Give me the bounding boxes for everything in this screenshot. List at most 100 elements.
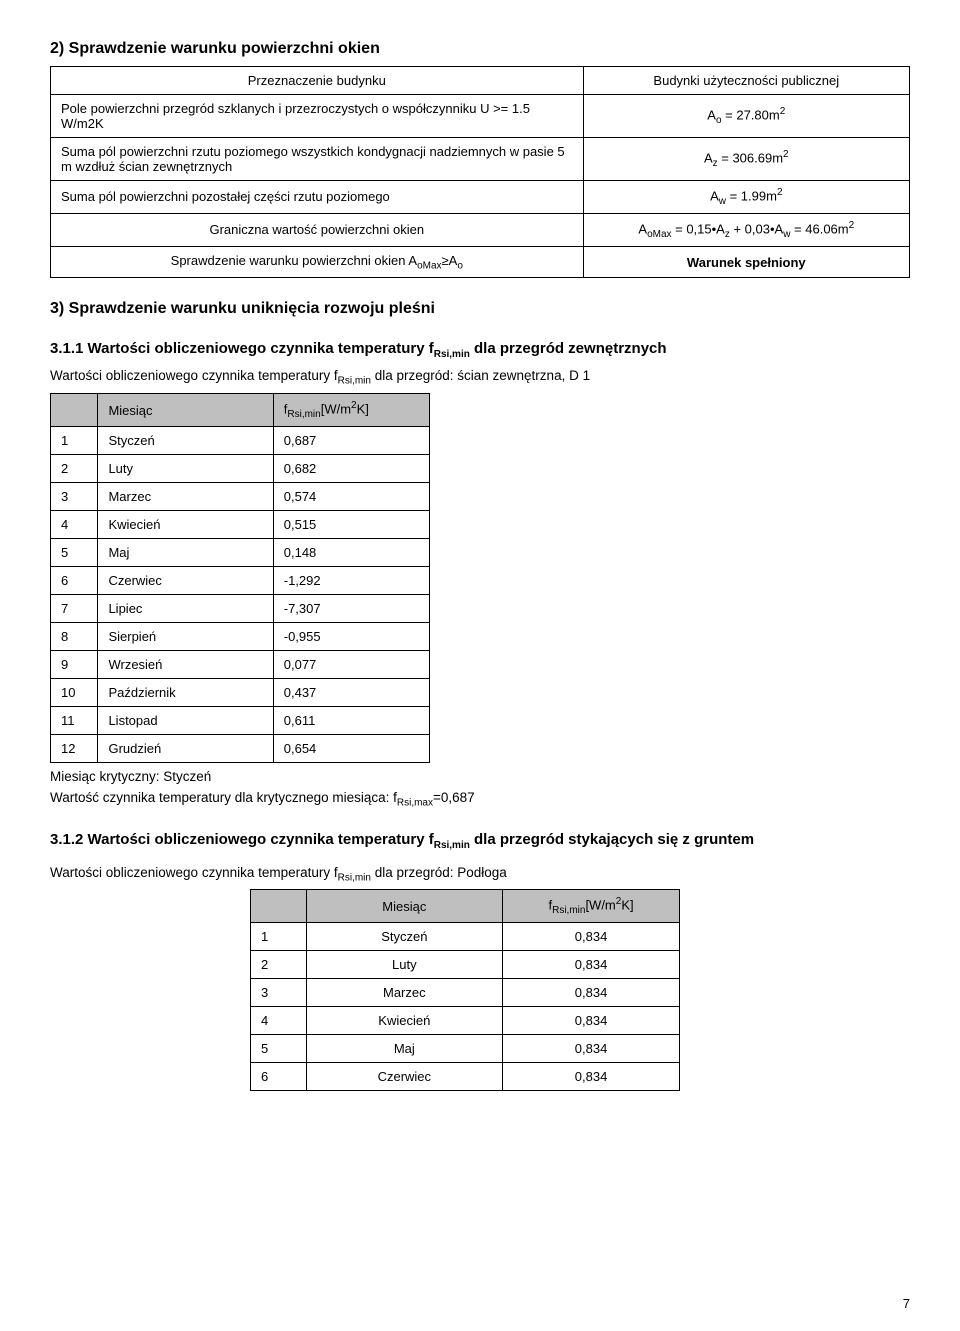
cell-n: 7 bbox=[51, 595, 98, 623]
cell-value: 0,834 bbox=[503, 979, 680, 1007]
cell-month: Kwiecień bbox=[98, 511, 273, 539]
cell-value: 0,437 bbox=[273, 679, 429, 707]
table-row: Graniczna wartość powierzchni okienAoMax… bbox=[51, 213, 910, 246]
cell-value: -0,955 bbox=[273, 623, 429, 651]
cell-month: Listopad bbox=[98, 707, 273, 735]
table-row: 3Marzec0,834 bbox=[251, 979, 680, 1007]
table-row: 6Czerwiec0,834 bbox=[251, 1063, 680, 1091]
cell-n: 4 bbox=[51, 511, 98, 539]
header-month: Miesiąc bbox=[98, 394, 273, 427]
cell-left: Suma pól powierzchni rzutu poziomego wsz… bbox=[51, 138, 584, 181]
cell-n: 6 bbox=[51, 567, 98, 595]
table-months-ground: MiesiącfRsi,min[W/m2K]1Styczeń0,8342Luty… bbox=[250, 889, 680, 1091]
cell-left: Suma pól powierzchni pozostałej części r… bbox=[51, 181, 584, 214]
cell-value: 0,077 bbox=[273, 651, 429, 679]
table-months-external: MiesiącfRsi,min[W/m2K]1Styczeń0,6872Luty… bbox=[50, 393, 430, 763]
table-row: 4Kwiecień0,834 bbox=[251, 1007, 680, 1035]
cell-left: Sprawdzenie warunku powierzchni okien Ao… bbox=[51, 246, 584, 278]
cell-month: Marzec bbox=[98, 483, 273, 511]
cell-month: Maj bbox=[306, 1035, 503, 1063]
cell-month: Kwiecień bbox=[306, 1007, 503, 1035]
cell-n: 2 bbox=[51, 455, 98, 483]
cell-value: 0,834 bbox=[503, 923, 680, 951]
cell-value: 0,611 bbox=[273, 707, 429, 735]
cell-month: Lipiec bbox=[98, 595, 273, 623]
cell-value: 0,682 bbox=[273, 455, 429, 483]
header-blank bbox=[251, 890, 307, 923]
critical-value: Wartość czynnika temperatury dla krytycz… bbox=[50, 790, 910, 809]
cell-n: 8 bbox=[51, 623, 98, 651]
cell-month: Czerwiec bbox=[98, 567, 273, 595]
table-header-row: MiesiącfRsi,min[W/m2K] bbox=[51, 394, 430, 427]
section312-caption: Wartości obliczeniowego czynnika tempera… bbox=[50, 865, 910, 884]
table-row: 8Sierpień-0,955 bbox=[51, 623, 430, 651]
table-row: 6Czerwiec-1,292 bbox=[51, 567, 430, 595]
header-value: fRsi,min[W/m2K] bbox=[503, 890, 680, 923]
header-month: Miesiąc bbox=[306, 890, 503, 923]
cell-n: 5 bbox=[251, 1035, 307, 1063]
cell-n: 1 bbox=[51, 427, 98, 455]
section3-title: 3) Sprawdzenie warunku uniknięcia rozwoj… bbox=[50, 300, 910, 318]
cell-month: Grudzień bbox=[98, 735, 273, 763]
cell-n: 5 bbox=[51, 539, 98, 567]
cell-n: 9 bbox=[51, 651, 98, 679]
cell-n: 1 bbox=[251, 923, 307, 951]
cell-value: 0,834 bbox=[503, 951, 680, 979]
cell-value: -7,307 bbox=[273, 595, 429, 623]
table-row: 10Październik0,437 bbox=[51, 679, 430, 707]
table-row: 9Wrzesień0,077 bbox=[51, 651, 430, 679]
section311-title: 3.1.1 Wartości obliczeniowego czynnika t… bbox=[50, 340, 910, 360]
table-row: 2Luty0,834 bbox=[251, 951, 680, 979]
table-window-check: Przeznaczenie budynkuBudynki użytecznośc… bbox=[50, 66, 910, 278]
cell-value: 0,834 bbox=[503, 1007, 680, 1035]
cell-n: 4 bbox=[251, 1007, 307, 1035]
cell-value: 0,654 bbox=[273, 735, 429, 763]
cell-right: Budynki użyteczności publicznej bbox=[583, 67, 909, 95]
cell-value: 0,574 bbox=[273, 483, 429, 511]
table-row: 5Maj0,148 bbox=[51, 539, 430, 567]
page-number: 7 bbox=[903, 1296, 910, 1311]
table-row: 3Marzec0,574 bbox=[51, 483, 430, 511]
cell-right: Az = 306.69m2 bbox=[583, 138, 909, 181]
cell-right: AoMax = 0,15•Az + 0,03•Aw = 46.06m2 bbox=[583, 213, 909, 246]
cell-n: 6 bbox=[251, 1063, 307, 1091]
table-row: 12Grudzień0,654 bbox=[51, 735, 430, 763]
cell-value: -1,292 bbox=[273, 567, 429, 595]
table-row: Suma pól powierzchni pozostałej części r… bbox=[51, 181, 910, 214]
cell-month: Styczeń bbox=[98, 427, 273, 455]
section312-title: 3.1.2 Wartości obliczeniowego czynnika t… bbox=[50, 831, 910, 851]
cell-month: Październik bbox=[98, 679, 273, 707]
cell-n: 10 bbox=[51, 679, 98, 707]
cell-month: Marzec bbox=[306, 979, 503, 1007]
cell-n: 3 bbox=[251, 979, 307, 1007]
table-row: Pole powierzchni przegród szklanych i pr… bbox=[51, 95, 910, 138]
cell-right: Aw = 1.99m2 bbox=[583, 181, 909, 214]
critical-month: Miesiąc krytyczny: Styczeń bbox=[50, 769, 910, 784]
section311-caption: Wartości obliczeniowego czynnika tempera… bbox=[50, 368, 910, 387]
cell-month: Sierpień bbox=[98, 623, 273, 651]
table-row: 1Styczeń0,834 bbox=[251, 923, 680, 951]
cell-value: 0,148 bbox=[273, 539, 429, 567]
table-row: 2Luty0,682 bbox=[51, 455, 430, 483]
table-row: 5Maj0,834 bbox=[251, 1035, 680, 1063]
table-header-row: MiesiącfRsi,min[W/m2K] bbox=[251, 890, 680, 923]
cell-left: Pole powierzchni przegród szklanych i pr… bbox=[51, 95, 584, 138]
cell-n: 12 bbox=[51, 735, 98, 763]
cell-right: Ao = 27.80m2 bbox=[583, 95, 909, 138]
table-row: 1Styczeń0,687 bbox=[51, 427, 430, 455]
cell-value: 0,834 bbox=[503, 1063, 680, 1091]
cell-value: 0,834 bbox=[503, 1035, 680, 1063]
cell-right: Warunek spełniony bbox=[583, 246, 909, 278]
cell-n: 11 bbox=[51, 707, 98, 735]
table-row: Suma pól powierzchni rzutu poziomego wsz… bbox=[51, 138, 910, 181]
table-row: Przeznaczenie budynkuBudynki użytecznośc… bbox=[51, 67, 910, 95]
cell-month: Czerwiec bbox=[306, 1063, 503, 1091]
cell-left: Przeznaczenie budynku bbox=[51, 67, 584, 95]
cell-value: 0,687 bbox=[273, 427, 429, 455]
cell-value: 0,515 bbox=[273, 511, 429, 539]
cell-left: Graniczna wartość powierzchni okien bbox=[51, 213, 584, 246]
table-row: 7Lipiec-7,307 bbox=[51, 595, 430, 623]
cell-n: 2 bbox=[251, 951, 307, 979]
header-value: fRsi,min[W/m2K] bbox=[273, 394, 429, 427]
cell-month: Wrzesień bbox=[98, 651, 273, 679]
